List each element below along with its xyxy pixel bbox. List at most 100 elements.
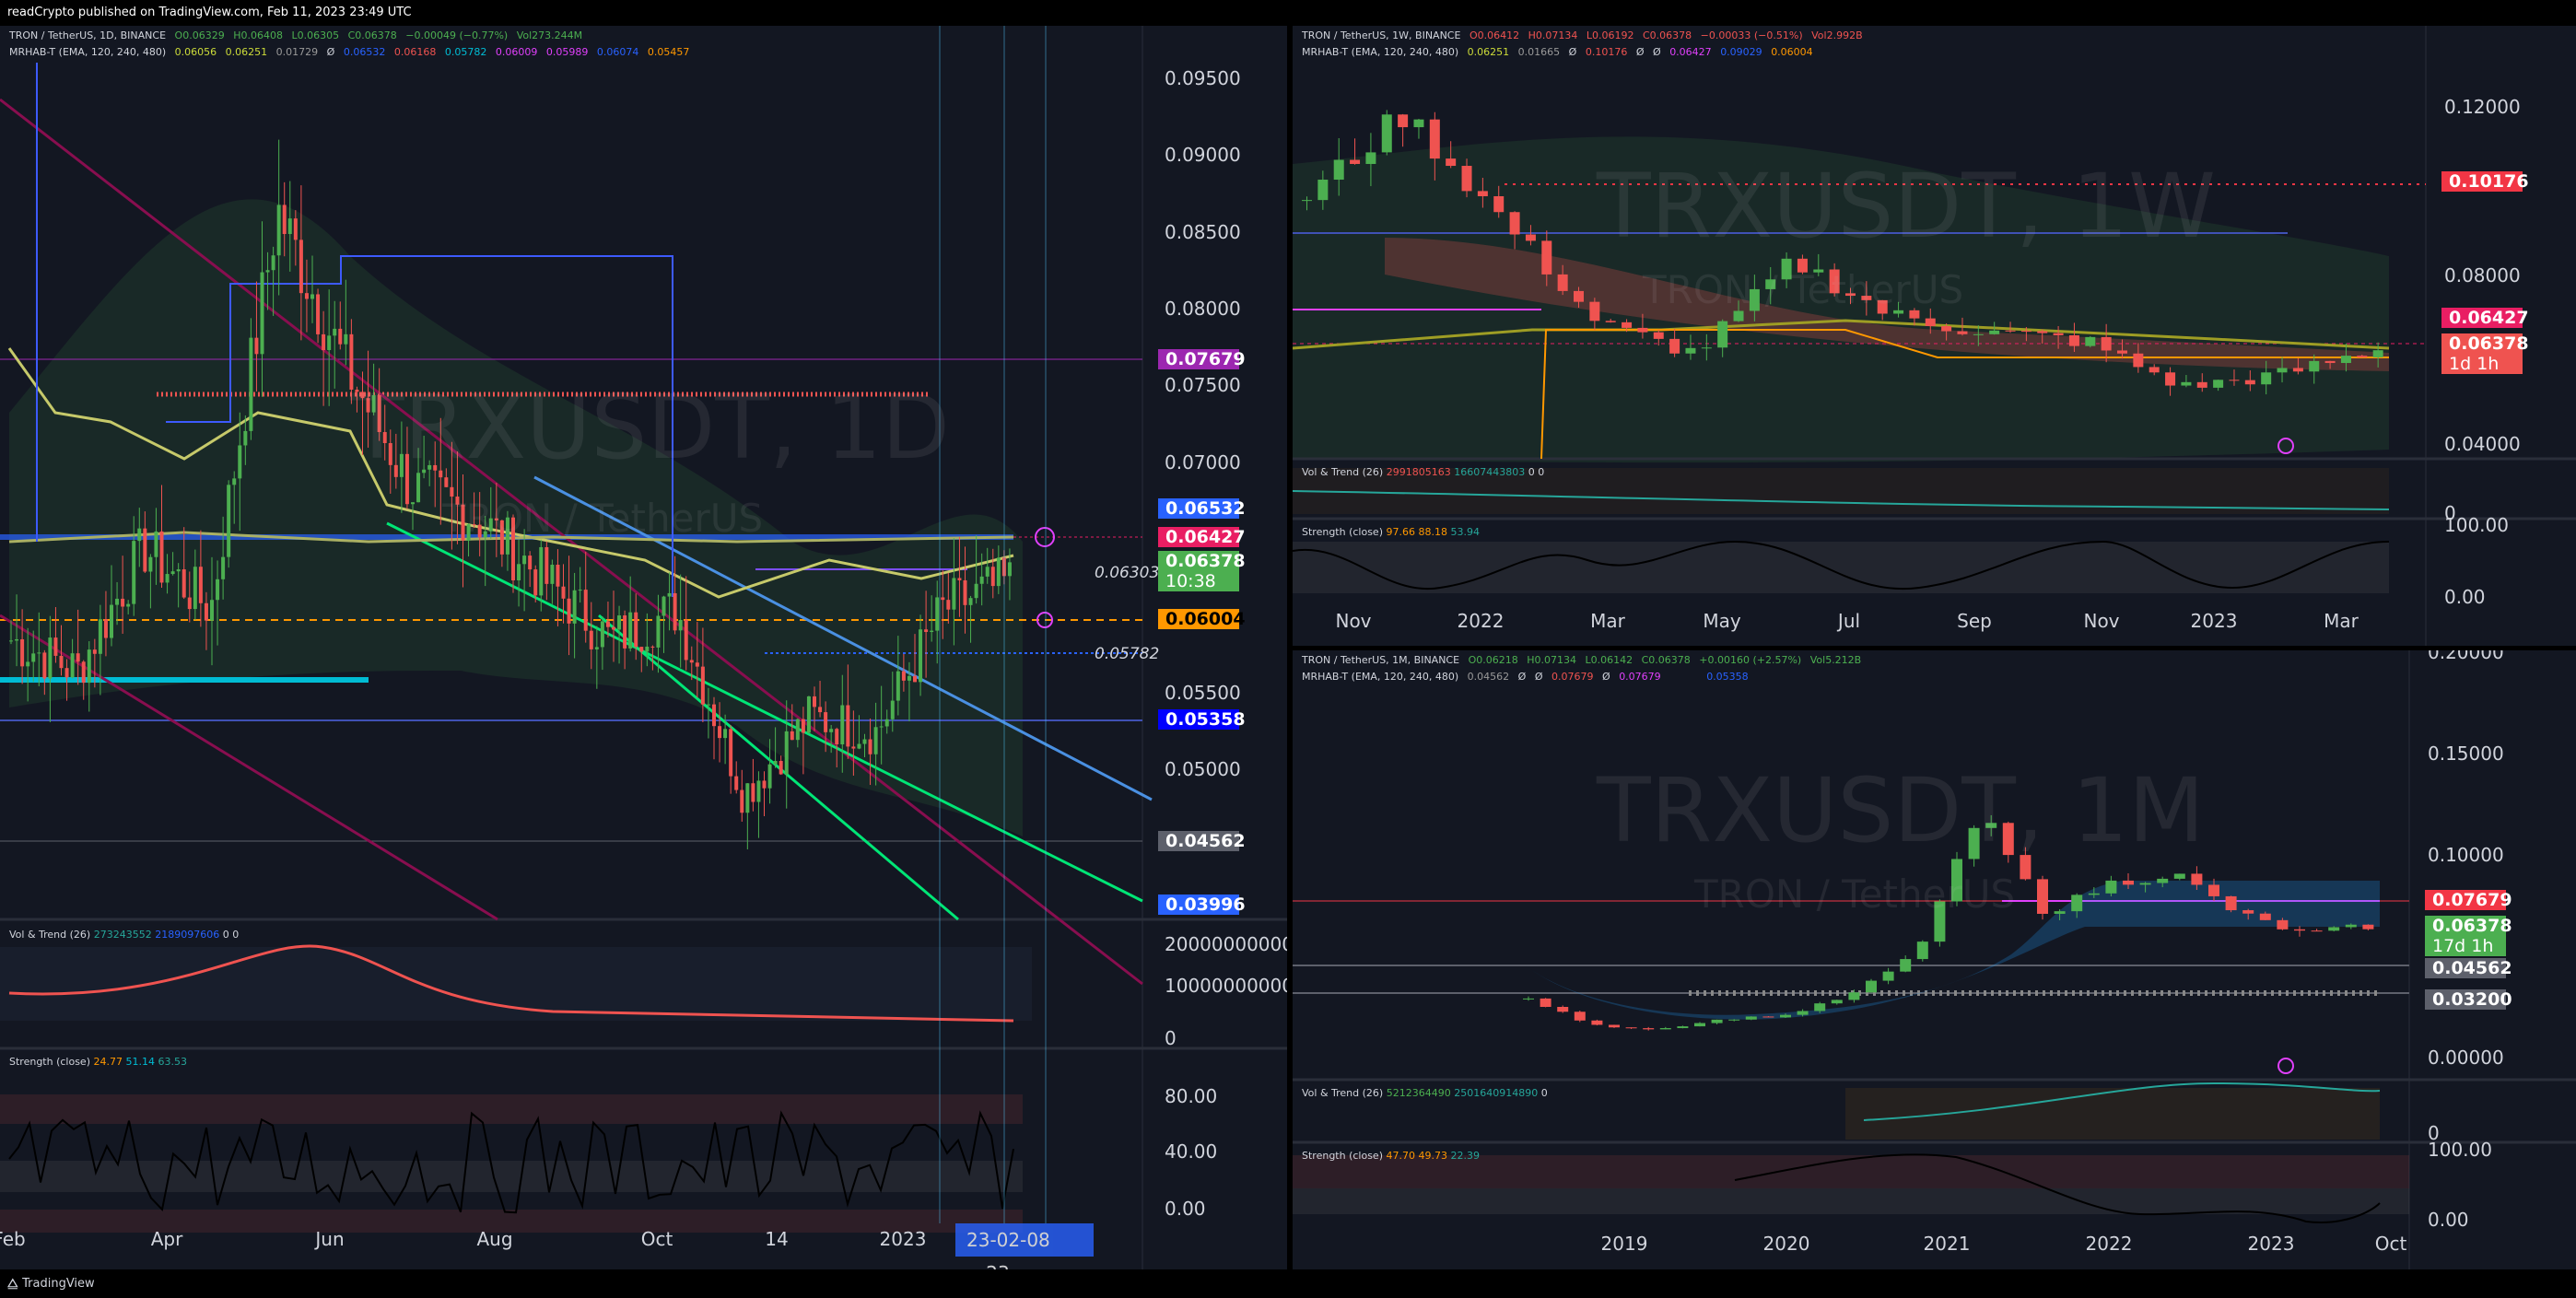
daily-candle-body bbox=[556, 564, 560, 587]
monthly-y-tick: 0.00000 bbox=[2428, 1047, 2504, 1069]
vt-v3: 0 bbox=[222, 929, 229, 941]
monthly-candle-body bbox=[2054, 911, 2066, 914]
weekly-x-tick: 2023 bbox=[2190, 610, 2238, 632]
monthly-candle-body bbox=[1659, 1028, 1671, 1030]
trendline-maroon-1 bbox=[0, 98, 1143, 986]
daily-candle-body bbox=[594, 647, 599, 649]
monthly-y-tick: 0.10000 bbox=[2428, 844, 2504, 866]
vt-v2: 2501640914890 bbox=[1454, 1087, 1539, 1099]
monthly-candle-body bbox=[2362, 924, 2374, 930]
weekly-watermark-name: TRON / TetherUS bbox=[1643, 267, 1964, 312]
daily-candle-body bbox=[26, 661, 30, 667]
weekly-candle-body bbox=[1589, 301, 1600, 322]
daily-candle-body bbox=[181, 569, 186, 598]
weekly-x-tick: Mar bbox=[1590, 610, 1625, 632]
weekly-candle-body bbox=[2372, 350, 2383, 357]
weekly-y-tick: 0.08000 bbox=[2444, 264, 2521, 286]
daily-strength-y-tick: 40.00 bbox=[1165, 1140, 1218, 1163]
weekly-y-tick: 0.12000 bbox=[2444, 96, 2521, 118]
monthly-vol-trend-line bbox=[1863, 1082, 2381, 1121]
monthly-chart-canvas[interactable] bbox=[1293, 650, 2576, 1269]
monthly-x-tick: 2023 bbox=[2247, 1233, 2295, 1255]
daily-candle-body bbox=[260, 272, 264, 355]
vt-v4: 0 bbox=[232, 929, 240, 941]
monthly-watermark-symbol: TRXUSDT, 1M bbox=[1597, 759, 2205, 862]
monthly-candle-body bbox=[2037, 879, 2048, 914]
daily-candle-body bbox=[176, 569, 181, 572]
daily-candle-body bbox=[87, 649, 91, 684]
daily-candle-body bbox=[42, 652, 47, 679]
weekly-x-tick: Jul bbox=[1837, 610, 1861, 632]
mrhab-v4: 0.06532 bbox=[343, 46, 386, 58]
daily-candle-body bbox=[393, 464, 398, 477]
weekly-candle-body bbox=[1317, 180, 1329, 201]
mrhab-v7: 0.06009 bbox=[495, 46, 538, 58]
weekly-candle-body bbox=[1957, 331, 1968, 334]
weekly-candle-body bbox=[1749, 288, 1760, 311]
vt-label: Vol & Trend (26) bbox=[1302, 466, 1384, 478]
weekly-chart-panel[interactable]: TRXUSDT, 1W TRON / TetherUS TRON / Tethe… bbox=[1293, 26, 2576, 646]
daily-alert-marker bbox=[1036, 612, 1053, 628]
daily-candle-body bbox=[890, 700, 895, 719]
daily-strength-y-tick: 0.00 bbox=[1165, 1198, 1206, 1220]
monthly-candle-body bbox=[1848, 992, 1860, 1000]
weekly-chart-canvas[interactable] bbox=[1293, 26, 2576, 646]
daily-chart-panel[interactable]: TRXUSDT, 1D TRON / TetherUS TRON / Tethe… bbox=[0, 26, 1287, 1269]
st-v1: 47.70 bbox=[1386, 1150, 1416, 1162]
daily-candle-body bbox=[673, 592, 677, 631]
daily-candle-body bbox=[366, 398, 370, 413]
high: H0.06408 bbox=[233, 29, 283, 41]
weekly-watermark-symbol: TRXUSDT, 1W bbox=[1597, 155, 2216, 258]
daily-candle-body bbox=[745, 783, 750, 813]
daily-candle-body bbox=[20, 638, 25, 667]
daily-candle-body bbox=[505, 517, 509, 555]
weekly-candle-body bbox=[2181, 381, 2192, 386]
daily-candle-body bbox=[416, 473, 421, 503]
weekly-price-label-0: 0.10176 bbox=[2441, 171, 2529, 192]
weekly-y-tick: 0.04000 bbox=[2444, 433, 2521, 455]
weekly-vol-trend-label: Vol & Trend (26) 2991805163 16607443803 … bbox=[1302, 466, 1544, 478]
daily-candle-body bbox=[572, 590, 577, 624]
daily-candle-body bbox=[9, 640, 13, 642]
monthly-candle-body bbox=[1625, 1027, 1637, 1029]
brand-text: TradingView bbox=[22, 1277, 95, 1291]
daily-candle-body bbox=[103, 619, 108, 638]
daily-candle-body bbox=[198, 567, 203, 603]
daily-candle-body bbox=[862, 739, 867, 744]
mrhab-v6: 0.05782 bbox=[444, 46, 487, 58]
monthly-strength-band-high bbox=[1293, 1155, 2409, 1188]
daily-candle-body bbox=[165, 574, 170, 583]
weekly-candle-body bbox=[2149, 367, 2160, 373]
mrhab-v0: 0.06056 bbox=[174, 46, 217, 58]
daily-y-tick: 0.09500 bbox=[1165, 67, 1241, 89]
daily-candle-body bbox=[92, 649, 97, 654]
weekly-candle-body bbox=[1509, 212, 1520, 235]
st-label: Strength (close) bbox=[1302, 1150, 1383, 1162]
daily-candle-body bbox=[689, 660, 694, 663]
weekly-candle-body bbox=[1829, 269, 1840, 294]
daily-candle-body bbox=[522, 555, 527, 565]
daily-candle-body bbox=[974, 583, 978, 599]
monthly-candle-body bbox=[1523, 998, 1534, 1000]
monthly-candle-body bbox=[2208, 884, 2219, 896]
monthly-candle-body bbox=[1882, 971, 1894, 981]
daily-candle-body bbox=[583, 590, 588, 631]
weekly-candle-body bbox=[1574, 290, 1584, 302]
daily-chart-canvas[interactable] bbox=[0, 26, 1287, 1269]
daily-candle-body bbox=[355, 389, 359, 392]
weekly-price-label-2: 0.06378 bbox=[2441, 333, 2529, 354]
monthly-alert-marker bbox=[2277, 1058, 2294, 1074]
daily-candle-body bbox=[533, 569, 538, 596]
monthly-y-tick: 0.15000 bbox=[2428, 743, 2504, 765]
weekly-orange-line bbox=[1540, 329, 2389, 460]
daily-candle-body bbox=[265, 270, 270, 273]
monthly-candle-body bbox=[1745, 1016, 1757, 1020]
weekly-candle-body bbox=[2165, 372, 2176, 386]
monthly-chart-panel[interactable]: TRXUSDT, 1M TRON / TetherUS TRON / Tethe… bbox=[1293, 650, 2576, 1269]
weekly-candle-body bbox=[1941, 325, 1952, 332]
weekly-candle-body bbox=[1637, 327, 1648, 333]
daily-strength-band-low bbox=[0, 1210, 1023, 1233]
monthly-vol-trend-label: Vol & Trend (26) 5212364490 250164091489… bbox=[1302, 1087, 1548, 1099]
st-label: Strength (close) bbox=[1302, 526, 1383, 538]
weekly-strength-line bbox=[1293, 540, 2390, 591]
